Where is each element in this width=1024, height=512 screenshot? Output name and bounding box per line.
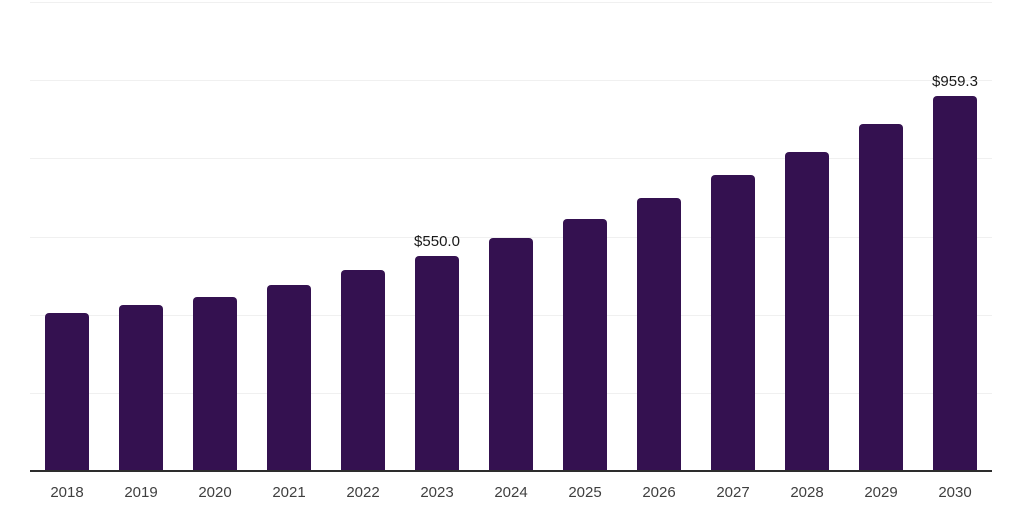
plot-area: $550.0 $959.3 xyxy=(30,2,992,471)
x-tick-2020: 2020 xyxy=(198,484,232,501)
x-tick-2023: 2023 xyxy=(420,484,454,501)
bar-slot-2018 xyxy=(30,2,104,471)
bar-2025 xyxy=(563,218,607,471)
gridline-1000 xyxy=(30,80,992,82)
bar-2019 xyxy=(119,304,163,471)
bar-2030 xyxy=(933,96,977,471)
gridline-800 xyxy=(30,158,992,160)
x-tick-2018: 2018 xyxy=(50,484,84,501)
bar-slot-2022 xyxy=(326,2,400,471)
x-tick-2029: 2029 xyxy=(864,484,898,501)
data-label-2023: $550.0 xyxy=(414,233,460,251)
x-tick-2027: 2027 xyxy=(716,484,750,501)
bar-2023 xyxy=(415,256,459,471)
x-tick-2028: 2028 xyxy=(790,484,824,501)
bar-slot-2029 xyxy=(844,2,918,471)
bar-2026 xyxy=(637,197,681,471)
bar-slot-2030: $959.3 xyxy=(918,2,992,471)
bar-2018 xyxy=(45,313,89,471)
bar-slot-2026 xyxy=(622,2,696,471)
bar-slot-2025 xyxy=(548,2,622,471)
bar-2029 xyxy=(859,123,903,471)
bars-row: $550.0 $959.3 xyxy=(30,2,992,471)
bar-2027 xyxy=(711,175,755,471)
x-axis-tick-labels: 2018 2019 2020 2021 2022 2023 2024 2025 2026 2027… xyxy=(30,484,992,502)
data-label-2030: $959.3 xyxy=(932,73,978,91)
bar-2024 xyxy=(489,238,533,471)
x-tick-2024: 2024 xyxy=(494,484,528,501)
bar-2021 xyxy=(267,284,311,471)
x-tick-2019: 2019 xyxy=(124,484,158,501)
bar-2022 xyxy=(341,270,385,471)
x-tick-2022: 2022 xyxy=(346,484,380,501)
bar-slot-2020 xyxy=(178,2,252,471)
x-tick-2025: 2025 xyxy=(568,484,602,501)
bar-slot-2024 xyxy=(474,2,548,471)
bar-slot-2019 xyxy=(104,2,178,471)
bar-slot-2021 xyxy=(252,2,326,471)
gridline-600 xyxy=(30,236,992,238)
bar-2020 xyxy=(193,296,237,471)
bar-slot-2023: $550.0 xyxy=(400,2,474,471)
bar-slot-2028 xyxy=(770,2,844,471)
x-tick-2026: 2026 xyxy=(642,484,676,501)
bar-2028 xyxy=(785,151,829,471)
bar-slot-2027 xyxy=(696,2,770,471)
gridline-1200 xyxy=(30,2,992,3)
x-tick-2030: 2030 xyxy=(938,484,972,501)
x-tick-2021: 2021 xyxy=(272,484,306,501)
x-axis-line xyxy=(30,470,992,472)
